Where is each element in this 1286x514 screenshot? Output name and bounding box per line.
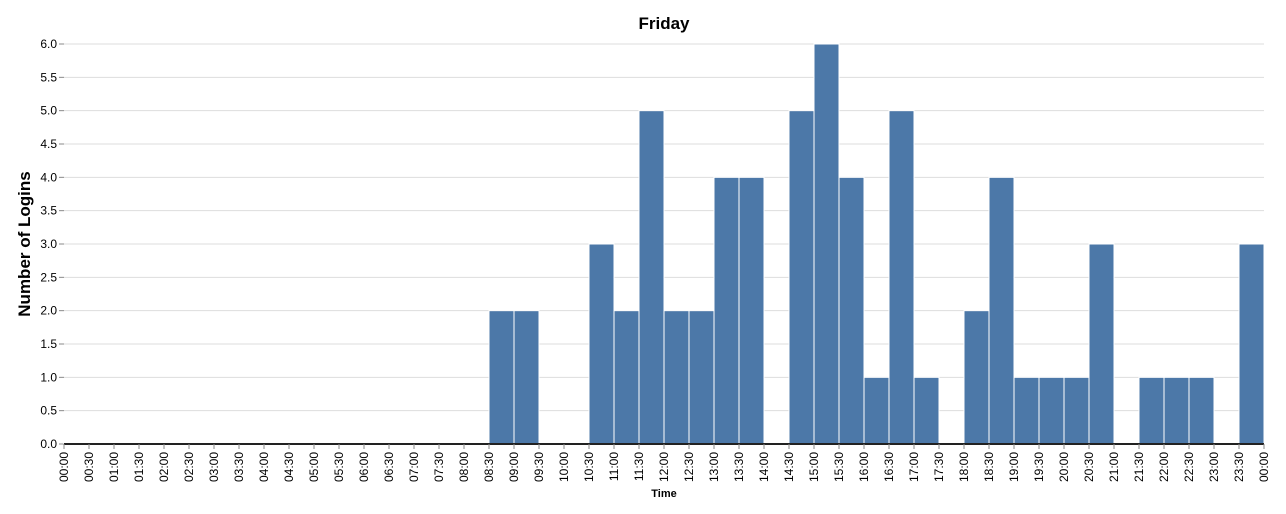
- x-tick-label: 11:30: [632, 452, 646, 481]
- y-tick-label: 2.5: [40, 270, 57, 284]
- x-tick-label: 18:30: [982, 452, 996, 482]
- bar: [688, 310, 715, 445]
- bar: [1138, 376, 1165, 445]
- bar: [1188, 376, 1215, 445]
- bar: [613, 310, 640, 445]
- y-tick-label: 3.5: [40, 204, 57, 218]
- x-tick-label: 01:00: [107, 452, 121, 482]
- x-tick-label: 20:30: [1082, 452, 1096, 482]
- bar: [838, 176, 865, 445]
- x-tick-label: 05:00: [307, 452, 321, 482]
- bar: [1238, 243, 1265, 445]
- x-tick-label: 19:30: [1032, 452, 1046, 482]
- y-tick-label: 1.0: [40, 370, 57, 384]
- x-tick-label: 03:30: [232, 452, 246, 482]
- x-tick-label: 07:30: [432, 452, 446, 482]
- y-tick-label: 3.0: [40, 237, 57, 251]
- x-tick-label: 16:00: [857, 452, 871, 482]
- x-tick-label: 16:30: [882, 452, 896, 482]
- bar: [713, 176, 740, 445]
- x-tick-label: 06:00: [357, 452, 371, 482]
- bar: [1088, 243, 1115, 445]
- x-tick-label: 12:00: [657, 452, 671, 482]
- x-tick-label: 13:00: [707, 452, 721, 482]
- x-tick-label: 18:00: [957, 452, 971, 482]
- bar: [588, 243, 615, 445]
- x-tick-label: 00:00: [1257, 452, 1271, 482]
- y-tick-label: 5.0: [40, 104, 57, 118]
- x-tick-label: 20:00: [1057, 452, 1071, 482]
- x-tick-label: 08:30: [482, 452, 496, 482]
- bar: [913, 376, 940, 445]
- bar: [963, 310, 990, 445]
- x-tick-label: 10:30: [582, 452, 596, 482]
- x-tick-label: 09:30: [532, 452, 546, 482]
- x-tick-label: 00:30: [82, 452, 96, 482]
- y-tick-label: 4.5: [40, 137, 57, 151]
- y-tick-label: 0.0: [40, 437, 57, 451]
- x-tick-label: 01:30: [132, 452, 146, 482]
- x-tick-label: 02:00: [157, 452, 171, 482]
- x-tick-label: 22:00: [1157, 452, 1171, 482]
- x-tick-label: 00:00: [57, 452, 71, 482]
- bar: [488, 310, 515, 445]
- x-tick-label: 05:30: [332, 452, 346, 482]
- x-tick-label: 17:00: [907, 452, 921, 482]
- y-tick-label: 1.5: [40, 337, 57, 351]
- x-tick-label: 21:00: [1107, 452, 1121, 482]
- x-tick-label: 04:00: [257, 452, 271, 482]
- x-tick-label: 08:00: [457, 452, 471, 482]
- x-tick-label: 10:00: [557, 452, 571, 482]
- bar: [813, 43, 840, 445]
- x-tick-label: 22:30: [1182, 452, 1196, 482]
- x-tick-label: 06:30: [382, 452, 396, 482]
- chart-title: Friday: [638, 14, 690, 33]
- x-tick-label: 12:30: [682, 452, 696, 482]
- x-tick-label: 07:00: [407, 452, 421, 482]
- y-tick-label: 0.5: [40, 404, 57, 418]
- x-tick-label: 23:30: [1232, 452, 1246, 482]
- bar: [663, 310, 690, 445]
- bar: [888, 110, 915, 445]
- y-tick-label: 2.0: [40, 304, 57, 318]
- y-tick-label: 4.0: [40, 170, 57, 184]
- bar: [988, 176, 1015, 445]
- y-axis-label: Number of Logins: [15, 171, 34, 316]
- x-tick-label: 15:00: [807, 452, 821, 482]
- x-tick-label: 14:00: [757, 452, 771, 482]
- x-tick-label: 19:00: [1007, 452, 1021, 482]
- x-tick-label: 13:30: [732, 452, 746, 482]
- x-tick-label: 23:00: [1207, 452, 1221, 482]
- bar: [738, 176, 765, 445]
- bar: [1063, 376, 1090, 445]
- bar: [863, 376, 890, 445]
- x-axis-label: Time: [651, 488, 676, 500]
- x-tick-label: 17:30: [932, 452, 946, 482]
- bar: [638, 110, 665, 445]
- x-tick-label: 04:30: [282, 452, 296, 482]
- x-tick-label: 11:00: [607, 452, 621, 481]
- bar: [513, 310, 540, 445]
- x-tick-label: 14:30: [782, 452, 796, 482]
- bar: [788, 110, 815, 445]
- bar: [1038, 376, 1065, 445]
- bar: [1013, 376, 1040, 445]
- y-tick-label: 5.5: [40, 70, 57, 84]
- x-tick-label: 21:30: [1132, 452, 1146, 482]
- x-tick-label: 02:30: [182, 452, 196, 482]
- x-tick-label: 09:00: [507, 452, 521, 482]
- y-tick-label: 6.0: [40, 37, 57, 51]
- x-tick-label: 03:00: [207, 452, 221, 482]
- bar: [1163, 376, 1190, 445]
- x-tick-label: 15:30: [832, 452, 846, 482]
